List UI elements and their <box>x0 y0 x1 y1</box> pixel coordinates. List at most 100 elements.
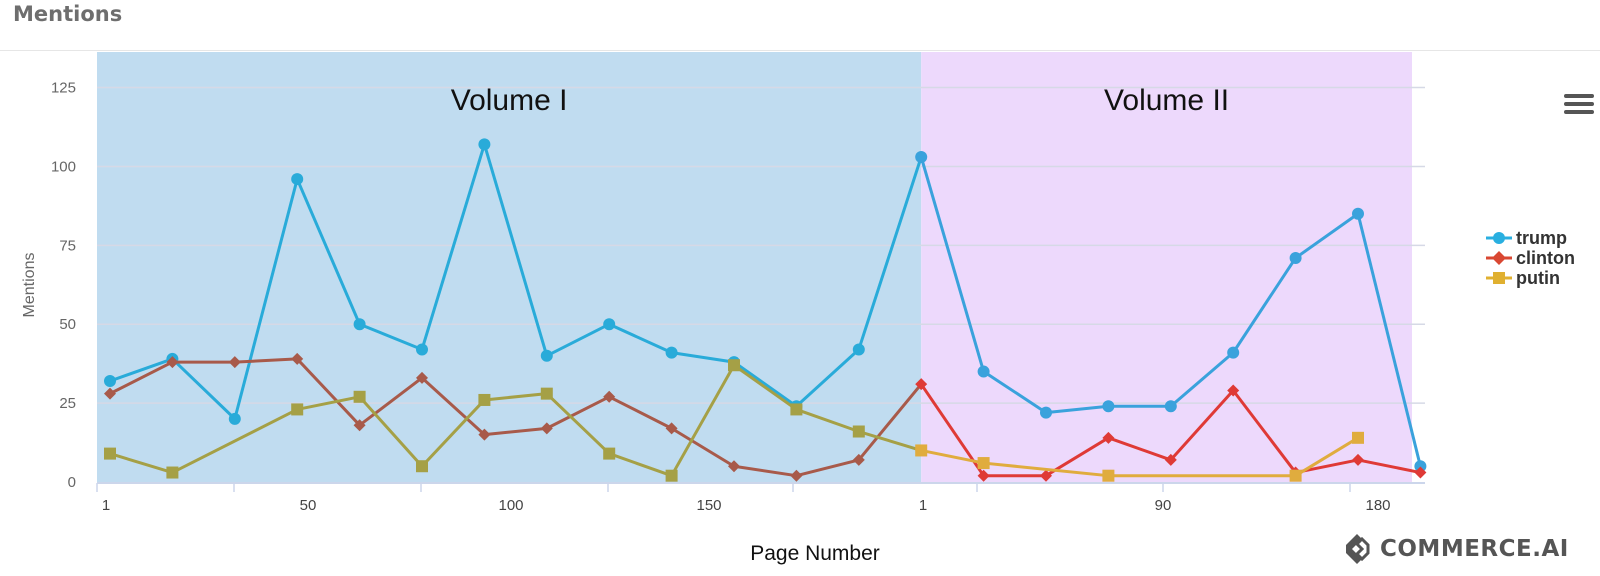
point-putin-16[interactable] <box>1102 469 1115 482</box>
point-trump-16[interactable] <box>1102 400 1115 413</box>
line-trump-1 <box>171 357 236 420</box>
point-putin-3[interactable] <box>291 403 304 416</box>
x-tick-label-4: 1 <box>919 497 927 514</box>
point-clinton-3[interactable] <box>291 352 304 365</box>
line-clinton-5 <box>420 376 486 436</box>
point-putin-6[interactable] <box>478 393 491 406</box>
line-trump-15 <box>1045 404 1109 415</box>
point-clinton-9[interactable] <box>665 422 678 435</box>
line-trump-12 <box>857 156 923 350</box>
point-clinton-20[interactable] <box>1352 453 1364 466</box>
x-tick-label-6: 180 <box>1365 497 1390 514</box>
legend-swatch-trump <box>1486 228 1512 248</box>
point-clinton-6[interactable] <box>478 428 491 441</box>
line-trump-19 <box>1294 212 1359 260</box>
line-clinton-12 <box>857 383 923 461</box>
point-putin-4[interactable] <box>353 390 366 403</box>
point-clinton-7[interactable] <box>540 422 553 435</box>
x-tick-label-5: 90 <box>1155 497 1172 514</box>
point-putin-8[interactable] <box>603 447 616 460</box>
point-clinton-5[interactable] <box>416 371 428 384</box>
y-tick-label-100: 100 <box>51 158 76 175</box>
line-clinton-9 <box>670 427 735 468</box>
band-label-volume-1: Volume I <box>451 84 568 117</box>
line-trump-2 <box>233 178 299 420</box>
line-trump-0 <box>109 357 173 383</box>
point-putin-14[interactable] <box>977 457 990 470</box>
line-putin-8 <box>670 364 736 477</box>
line-putin-5 <box>484 392 547 402</box>
line-putin-9 <box>733 364 798 411</box>
point-trump-19[interactable] <box>1289 251 1302 264</box>
point-clinton-0[interactable] <box>104 387 116 400</box>
point-trump-5[interactable] <box>416 343 428 356</box>
point-trump-3[interactable] <box>291 173 304 186</box>
legend-swatch-clinton <box>1486 248 1512 268</box>
point-trump-21[interactable] <box>1414 460 1427 473</box>
point-clinton-2[interactable] <box>228 356 241 369</box>
point-putin-11[interactable] <box>790 403 803 416</box>
hamburger-menu-icon[interactable] <box>1564 94 1594 120</box>
point-trump-6[interactable] <box>478 138 491 151</box>
line-putin-6 <box>545 392 611 455</box>
point-trump-15[interactable] <box>1040 406 1052 419</box>
point-trump-8[interactable] <box>603 318 616 331</box>
point-clinton-8[interactable] <box>603 390 616 403</box>
x-tick-label-2: 100 <box>498 497 523 514</box>
legend: trump clinton putin <box>1486 228 1575 288</box>
legend-item-clinton[interactable]: clinton <box>1486 248 1575 268</box>
point-trump-0[interactable] <box>104 375 116 388</box>
legend-item-trump[interactable]: trump <box>1486 228 1575 248</box>
point-trump-13[interactable] <box>915 150 928 163</box>
point-trump-2[interactable] <box>228 412 241 425</box>
point-trump-20[interactable] <box>1352 207 1364 220</box>
line-putin-15 <box>1294 436 1359 477</box>
x-tick-label-0: 1 <box>102 497 110 514</box>
point-putin-7[interactable] <box>540 387 553 400</box>
line-putin-4 <box>420 398 486 468</box>
point-trump-17[interactable] <box>1164 400 1177 413</box>
point-clinton-13[interactable] <box>915 378 928 391</box>
legend-label-clinton: clinton <box>1516 247 1575 268</box>
x-tick-label-3: 150 <box>696 497 721 514</box>
point-trump-9[interactable] <box>665 346 678 359</box>
point-trump-4[interactable] <box>353 318 366 331</box>
line-trump-4 <box>359 322 423 351</box>
point-clinton-18[interactable] <box>1227 384 1240 397</box>
grid-layer <box>97 86 1425 404</box>
line-clinton-0 <box>109 360 174 395</box>
point-clinton-12[interactable] <box>852 453 865 466</box>
point-putin-1[interactable] <box>166 466 179 479</box>
point-putin-10[interactable] <box>728 359 740 372</box>
legend-item-putin[interactable]: putin <box>1486 268 1575 288</box>
point-putin-0[interactable] <box>104 447 116 460</box>
point-clinton-15[interactable] <box>1040 469 1052 482</box>
point-clinton-11[interactable] <box>790 469 803 482</box>
point-putin-12[interactable] <box>852 425 865 438</box>
point-trump-18[interactable] <box>1227 346 1240 359</box>
point-putin-19[interactable] <box>1289 469 1302 482</box>
point-putin-13[interactable] <box>915 444 928 457</box>
point-putin-9[interactable] <box>665 469 678 482</box>
line-putin-0 <box>109 452 173 474</box>
point-putin-20[interactable] <box>1352 431 1364 444</box>
point-trump-14[interactable] <box>977 365 990 378</box>
legend-swatch-putin <box>1486 268 1512 288</box>
point-putin-5[interactable] <box>416 460 428 473</box>
menu-bar-top <box>1564 94 1594 98</box>
point-trump-12[interactable] <box>852 343 865 356</box>
point-clinton-14[interactable] <box>977 469 990 482</box>
band-label-volume-2: Volume II <box>1104 84 1229 117</box>
point-clinton-16[interactable] <box>1102 431 1115 444</box>
chart-container: Volume I Volume II 0 25 50 75 100 125 1 50 100 150… <box>0 51 1600 576</box>
point-clinton-21[interactable] <box>1414 466 1427 479</box>
line-clinton-17 <box>1169 389 1235 461</box>
point-clinton-10[interactable] <box>728 460 740 473</box>
line-trump-6 <box>482 143 549 357</box>
point-clinton-1[interactable] <box>166 356 179 369</box>
line-clinton-18 <box>1232 389 1297 474</box>
point-clinton-17[interactable] <box>1164 453 1177 466</box>
point-trump-7[interactable] <box>540 349 553 362</box>
point-clinton-4[interactable] <box>353 419 366 432</box>
